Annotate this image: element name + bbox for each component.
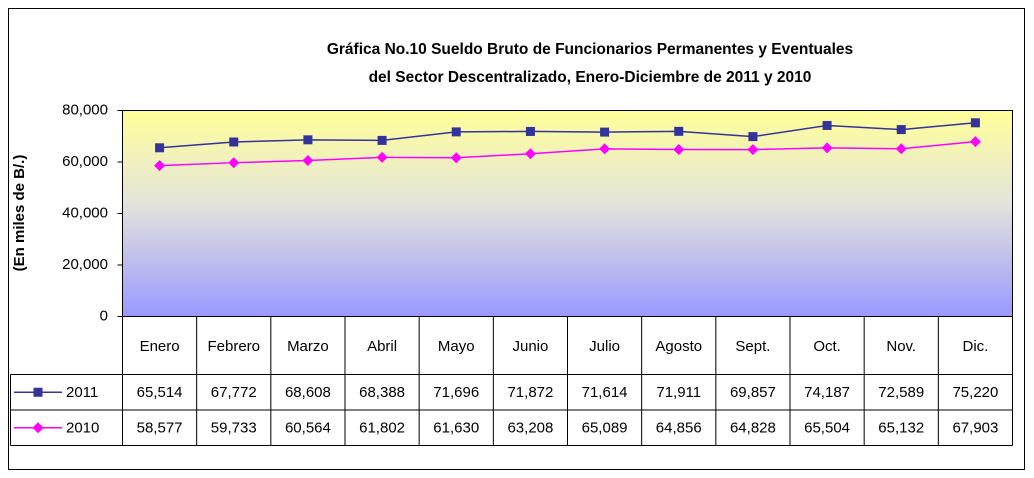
marker [970,118,980,128]
marker [377,135,387,145]
series-line [159,122,976,149]
marker [821,142,833,154]
y-tick-label: 0 [100,307,108,324]
table-value: 59,733 [211,420,257,437]
x-tick-label: Oct. [813,338,841,355]
table-value: 71,872 [507,384,553,401]
chart-title: del Sector Descentralizado, Enero-Diciem… [369,69,812,86]
table-value: 58,577 [137,420,183,437]
series-line [159,140,976,167]
marker [303,135,313,145]
x-tick-label: Marzo [287,338,329,355]
table-value: 60,564 [285,420,331,437]
table-value: 72,589 [878,384,924,401]
legend-label: 2011 [66,384,98,401]
x-tick-label: Julio [589,338,620,355]
marker [747,144,759,156]
marker [154,160,166,172]
marker [673,143,685,155]
y-tick-label: 20,000 [62,256,108,273]
marker [33,387,43,397]
table-value: 61,630 [433,420,479,437]
table-value: 74,187 [804,384,850,401]
marker [896,125,906,135]
table-value: 64,856 [656,420,702,437]
table-value: 71,614 [582,384,628,401]
table-value: 71,911 [656,384,701,401]
x-tick-label: Abril [367,338,397,355]
table-value: 63,208 [507,420,553,437]
marker [525,126,535,136]
table-value: 65,132 [878,420,924,437]
table-value: 65,504 [804,420,850,437]
y-tick-label: 60,000 [62,153,108,170]
table-value: 64,828 [730,420,776,437]
marker [748,132,758,142]
table-value: 68,388 [359,384,405,401]
marker [228,157,240,169]
table-value: 69,857 [730,384,776,401]
marker [822,120,832,130]
table-value: 68,608 [285,384,331,401]
marker [674,126,684,136]
x-tick-label: Febrero [207,338,260,355]
table-value: 71,696 [433,384,479,401]
table-value: 61,802 [359,420,405,437]
marker [302,155,314,167]
x-tick-label: Junio [512,338,548,355]
table-value: 65,089 [582,420,628,437]
table-value: 67,903 [952,420,998,437]
marker [895,143,907,155]
chart-title: Gráfica No.10 Sueldo Bruto de Funcionari… [327,41,853,58]
marker [451,127,461,137]
y-tick-label: 40,000 [62,204,108,221]
legend-label: 2010 [66,420,99,437]
x-tick-label: Nov. [886,338,916,355]
marker [155,143,165,153]
marker [376,151,388,163]
x-tick-label: Dic. [962,338,988,355]
table-value: 67,772 [211,384,257,401]
marker [969,136,981,148]
marker [524,148,536,160]
x-tick-label: Enero [140,338,180,355]
y-axis-label: (En miles de B/.) [11,155,28,272]
marker [450,152,462,164]
table-value: 65,514 [137,384,183,401]
marker [600,127,610,137]
marker [32,422,44,434]
marker [229,137,239,147]
y-tick-label: 80,000 [62,101,108,118]
x-tick-label: Mayo [438,338,475,355]
plot-area [122,110,1013,317]
marker [599,143,611,155]
x-tick-label: Sept. [735,338,770,355]
table-value: 75,220 [952,384,998,401]
x-tick-label: Agosto [655,338,702,355]
